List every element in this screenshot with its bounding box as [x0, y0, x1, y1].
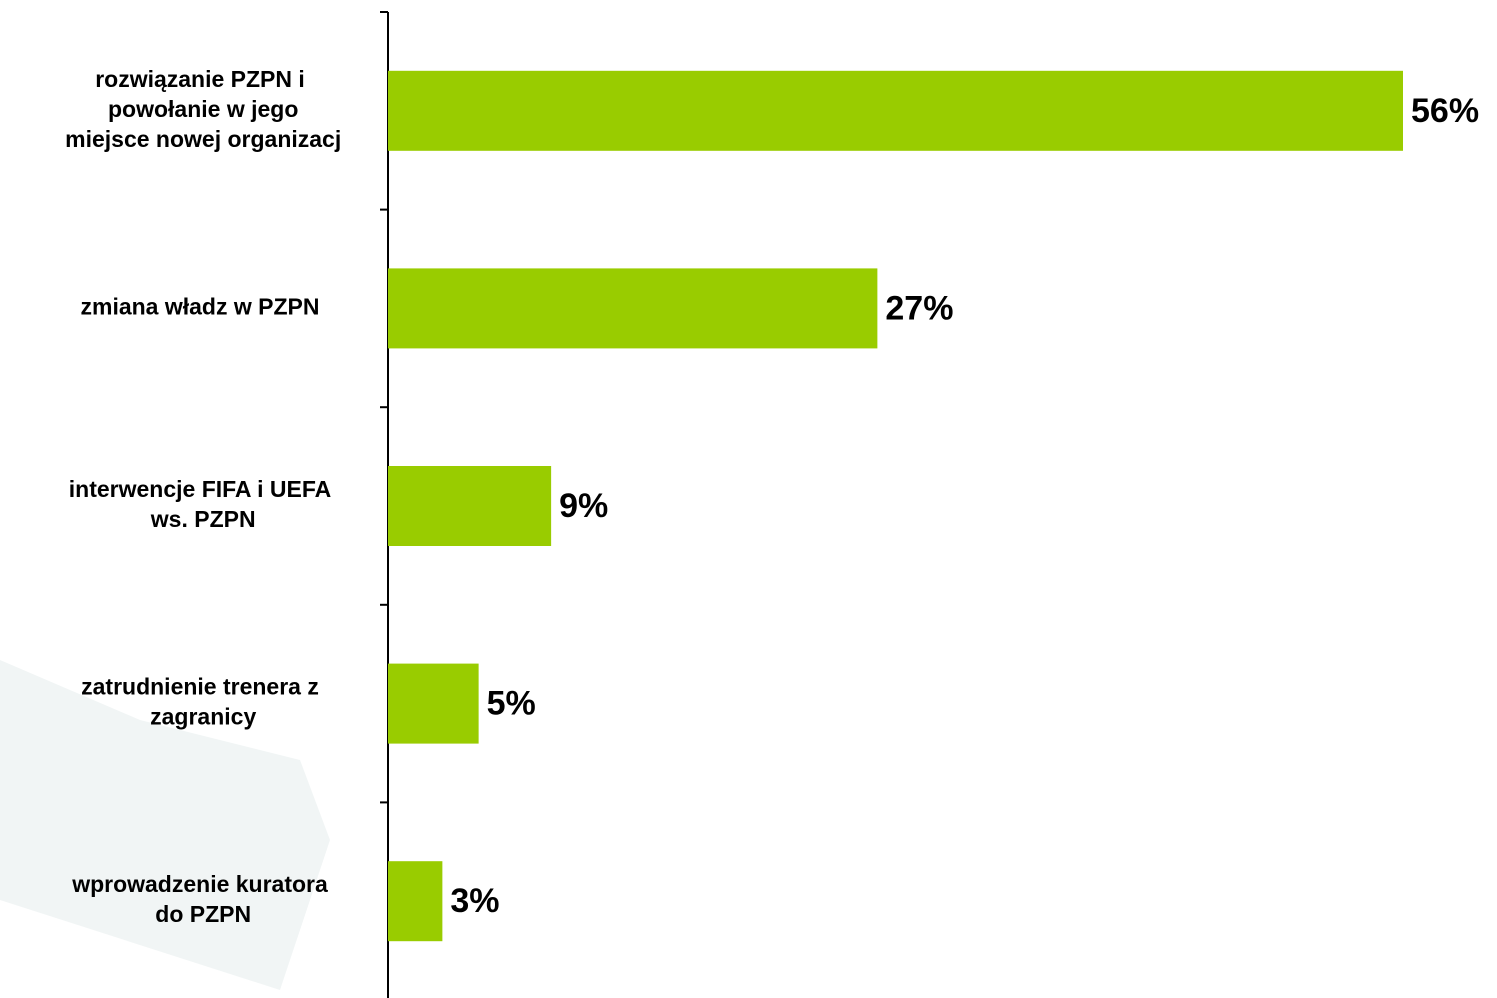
category-label: interwencje FIFA i UEFA ws. PZPN — [69, 476, 331, 532]
bar — [388, 466, 552, 546]
category-label: zatrudnienie trenera z zagranicy — [81, 674, 319, 730]
category-label: wprowadzenie kuratora do PZPN — [71, 871, 328, 927]
category-label: zmiana władz w PZPN — [81, 293, 320, 319]
value-label: 9% — [559, 487, 608, 525]
category-label: rozwiązanie PZPN i powołanie w jego miej… — [59, 66, 342, 152]
bar — [388, 861, 443, 942]
value-label: 27% — [885, 289, 953, 327]
background-shape — [0, 660, 330, 990]
bar — [388, 70, 1403, 151]
value-label: 3% — [450, 882, 499, 920]
bar — [388, 268, 878, 349]
value-label: 5% — [487, 685, 536, 723]
bar — [388, 663, 479, 744]
value-label: 56% — [1411, 92, 1479, 130]
